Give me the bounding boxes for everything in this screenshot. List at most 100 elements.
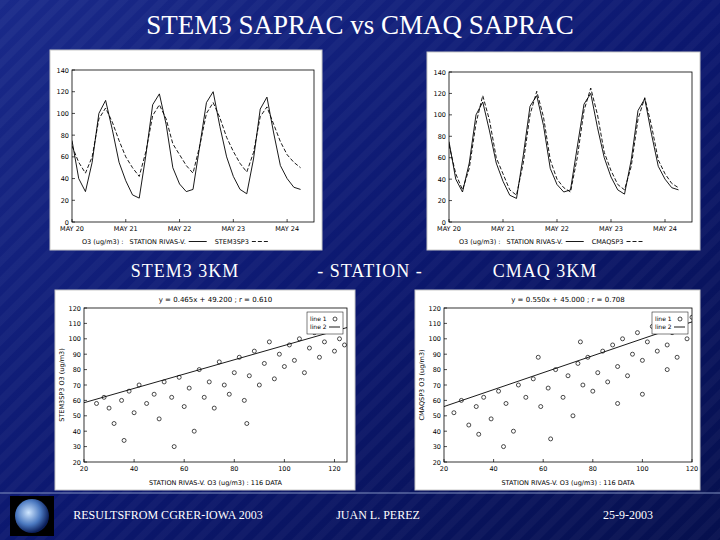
background-stripes — [0, 0, 720, 540]
legend-swatch — [566, 241, 584, 242]
point — [539, 405, 543, 409]
y-tick — [444, 385, 447, 386]
point — [645, 340, 649, 344]
point — [257, 383, 261, 387]
x-label: STATION RIVAS-V. O3 (ug/m3) : 116 DATA — [149, 479, 283, 487]
legend-swatch — [333, 317, 337, 321]
y-tick — [84, 338, 87, 339]
y-tick-label: 120 — [429, 305, 441, 313]
x-tick-label: MAY 23 — [599, 225, 623, 233]
y-tick-label: 110 — [69, 320, 81, 328]
footer-text: JUAN L. PEREZ — [336, 508, 420, 522]
point — [626, 374, 630, 378]
x-tick-label: MAY 20 — [60, 225, 84, 233]
point — [232, 371, 236, 375]
point — [95, 401, 99, 405]
footer-text: 25-9-2003 — [603, 508, 653, 522]
point — [640, 358, 644, 362]
legend-box — [307, 312, 343, 334]
point — [112, 422, 116, 426]
x-tick — [234, 459, 235, 462]
x-tick-label: 120 — [328, 465, 340, 473]
point — [504, 401, 508, 405]
annotation: y = 0.550x + 45.000 ; r = 0.708 — [511, 296, 625, 304]
x-tick — [592, 459, 593, 462]
x-tick — [334, 459, 335, 462]
point — [477, 432, 481, 436]
point — [546, 386, 550, 390]
legend-swatch — [627, 241, 645, 242]
point — [282, 365, 286, 369]
point — [187, 386, 191, 390]
y-tick — [72, 135, 75, 136]
x-tick-label: 20 — [440, 465, 448, 473]
annotation: y = 0.465x + 49.200 ; r = 0.610 — [159, 296, 273, 304]
point — [182, 405, 186, 409]
x-tick-label: MAY 23 — [221, 225, 245, 233]
y-tick — [72, 113, 75, 114]
legend-label: STATION RIVAS-V. — [130, 238, 186, 246]
point — [566, 374, 570, 378]
y-tick-label: 80 — [438, 133, 446, 141]
x-tick — [184, 459, 185, 462]
x-tick — [611, 219, 612, 222]
point — [596, 371, 600, 375]
y-tick-label: 100 — [69, 335, 81, 343]
x-tick — [134, 459, 135, 462]
point — [277, 352, 281, 356]
y-tick-label: 30 — [433, 443, 441, 451]
globe-frame — [10, 496, 54, 536]
legend-label: line 2 — [310, 323, 327, 330]
point — [242, 398, 246, 402]
plot-frame — [449, 72, 692, 222]
point — [262, 361, 266, 365]
point — [621, 337, 625, 341]
point — [170, 395, 174, 399]
x-label: STATION RIVAS-V. O3 (ug/m3) : 116 DATA — [501, 479, 635, 487]
y-tick-label: 70 — [433, 382, 441, 390]
point — [497, 389, 501, 393]
legend-swatch — [252, 241, 270, 242]
y-tick — [449, 200, 452, 201]
y-tick-label: 80 — [433, 366, 441, 374]
y-tick — [449, 179, 452, 180]
point — [302, 371, 306, 375]
y-tick — [444, 354, 447, 355]
y-label: CMAQSP3 O3 (ug/m3) — [418, 349, 426, 420]
x-tick-label: 100 — [636, 465, 648, 473]
point — [122, 438, 126, 442]
point — [511, 429, 515, 433]
point — [571, 414, 575, 418]
slide: STEM3 SAPRAC vs CMAQ SAPRACSTEM3 3KM- ST… — [0, 0, 720, 540]
title: STEM3 SAPRAC vs CMAQ SAPRAC — [146, 10, 574, 40]
point — [202, 395, 206, 399]
point — [452, 411, 456, 415]
y-tick-label: 60 — [433, 397, 441, 405]
x-tick-label: MAY 24 — [653, 225, 677, 233]
point — [120, 398, 124, 402]
y-tick-label: 60 — [438, 154, 446, 162]
point — [132, 411, 136, 415]
legend-label: line 2 — [655, 323, 672, 330]
x-tick-label: 60 — [180, 465, 188, 473]
x-tick — [543, 459, 544, 462]
y-tick-label: 80 — [73, 366, 81, 374]
y-tick-label: 50 — [433, 412, 441, 420]
point — [474, 405, 478, 409]
x-tick — [284, 459, 285, 462]
y-tick-label: 50 — [73, 412, 81, 420]
x-tick-label: 120 — [686, 465, 698, 473]
point — [630, 352, 634, 356]
y-tick-label: 20 — [438, 197, 446, 205]
legend-label: line 1 — [655, 315, 672, 322]
x-tick — [503, 219, 504, 222]
point — [536, 355, 540, 359]
point — [690, 315, 692, 319]
point — [516, 383, 520, 387]
footer-rule — [0, 493, 720, 494]
y-tick-label: 140 — [434, 69, 446, 77]
y-tick-label: 90 — [73, 351, 81, 359]
x-label: O3 (ug/m3) : — [82, 238, 124, 246]
chart-panel — [50, 50, 322, 250]
series-line — [72, 92, 301, 198]
